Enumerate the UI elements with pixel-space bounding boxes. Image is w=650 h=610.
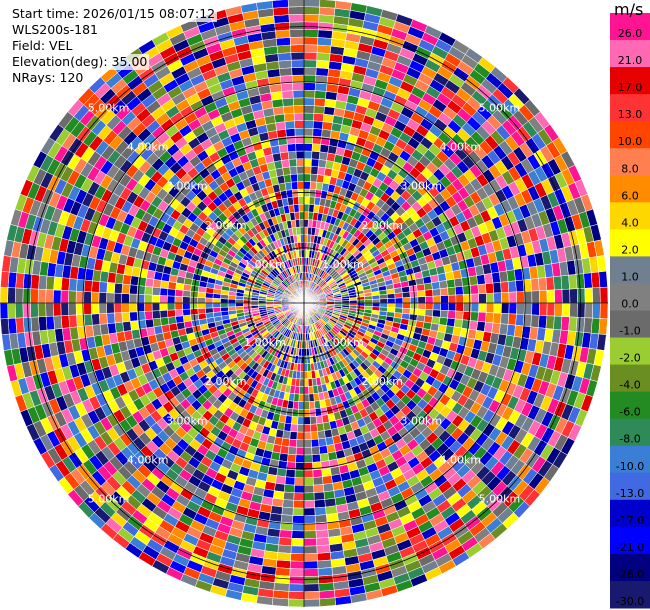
colorbar-tick-label: -21.0 bbox=[616, 541, 644, 554]
colorbar-tick-label: 0.0 bbox=[621, 298, 639, 311]
colorbar-tick-label: -26.0 bbox=[616, 568, 644, 581]
velocity-sectors bbox=[0, 0, 609, 608]
colorbar-tick-label: 8.0 bbox=[621, 162, 639, 175]
start-time: Start time: 2026/01/15 08:07:12 bbox=[12, 6, 218, 22]
colorbar-tick-label: -8.0 bbox=[619, 433, 640, 446]
colorbar-tick-label: 13.0 bbox=[618, 108, 643, 121]
colorbar-tick-label: -4.0 bbox=[619, 379, 640, 392]
colorbar-tick-label: -13.0 bbox=[616, 487, 644, 500]
colorbar-tick-label: 6.0 bbox=[621, 189, 639, 202]
scan-info: Start time: 2026/01/15 08:07:12 WLS200s-… bbox=[12, 6, 218, 86]
colorbar-tick-label: -30.0 bbox=[616, 595, 644, 608]
colorbar-tick-label: 10.0 bbox=[618, 135, 643, 148]
colorbar-tick-label: 17.0 bbox=[618, 81, 643, 94]
colorbar-unit: m/s bbox=[614, 0, 644, 19]
colorbar-tick-label: -2.0 bbox=[619, 352, 640, 365]
colorbar-tick-label: -10.0 bbox=[616, 460, 644, 473]
colorbar-tick-label: 2.0 bbox=[621, 243, 639, 256]
colorbar-tick-label: 1.0 bbox=[621, 270, 639, 283]
instrument-name: WLS200s-181 bbox=[12, 22, 100, 38]
colorbar-tick-label: -1.0 bbox=[619, 325, 640, 338]
colorbar-tick-label: 4.0 bbox=[621, 216, 639, 229]
colorbar-tick-label: 26.0 bbox=[618, 27, 643, 40]
nrays: NRays: 120 bbox=[12, 70, 86, 86]
elevation: Elevation(deg): 35.00 bbox=[12, 54, 150, 70]
colorbar-tick-label: -6.0 bbox=[619, 406, 640, 419]
field-name: Field: VEL bbox=[12, 38, 75, 54]
colorbar-tick-label: -17.0 bbox=[616, 514, 644, 527]
colorbar-tick-label: 21.0 bbox=[618, 54, 643, 67]
